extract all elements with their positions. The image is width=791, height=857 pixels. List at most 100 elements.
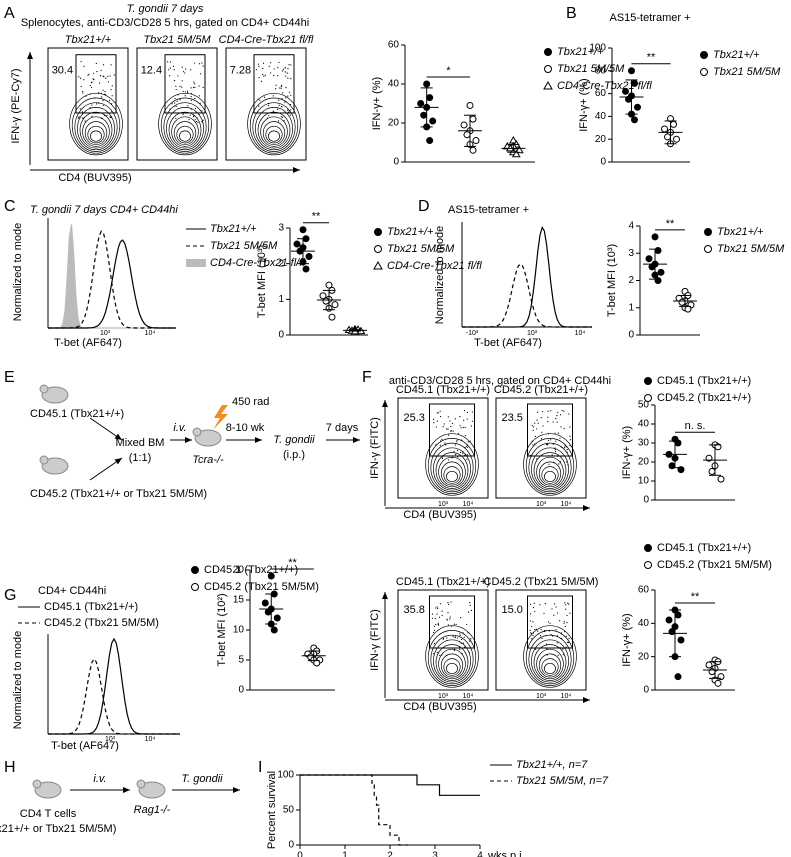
event-dot: [536, 458, 538, 460]
event-dot: [563, 622, 565, 624]
event-dot: [172, 65, 175, 67]
event-dot: [439, 603, 441, 605]
event-dot: [565, 635, 568, 637]
event-dot: [449, 618, 451, 620]
event-dot: [554, 432, 556, 434]
event-dot: [548, 463, 550, 465]
data-point: [514, 145, 524, 154]
event-dot: [182, 113, 184, 115]
event-dot: [431, 613, 434, 615]
event-dot: [441, 457, 444, 460]
panel-header: T. gondii 7 days: [127, 3, 204, 15]
event-dot: [278, 61, 280, 64]
histogram-curve: [462, 226, 592, 328]
event-dot: [102, 75, 104, 77]
legend-label: Tbx21+/+: [387, 226, 434, 238]
event-dot: [566, 448, 568, 451]
contour: [74, 102, 118, 152]
gate-percent: 25.3: [403, 412, 424, 424]
event-dot: [554, 450, 557, 453]
panel-header: AS15-tetramer +: [609, 12, 690, 24]
event-dot: [549, 622, 551, 624]
legend-label: CD4-Cre-Tbx21 fl/fl: [387, 260, 482, 272]
event-dot: [460, 427, 462, 429]
event-dot: [107, 81, 110, 83]
event-dot: [276, 108, 279, 110]
event-dot: [284, 71, 286, 73]
event-dot: [459, 633, 461, 635]
event-dot: [467, 441, 469, 443]
event-dot: [273, 74, 275, 77]
contour: [523, 625, 577, 688]
significance-label: *: [446, 65, 451, 77]
event-dot: [447, 612, 449, 614]
event-dot: [100, 75, 102, 77]
event-dot: [565, 461, 568, 463]
event-dot: [81, 117, 83, 119]
event-dot: [184, 72, 186, 74]
event-dot: [433, 642, 436, 645]
event-dot: [547, 416, 549, 418]
event-dot: [263, 75, 265, 77]
axis-title: Normalized to mode: [12, 631, 24, 729]
legend-label: CD4-Cre-Tbx21 fl/fl: [210, 257, 305, 269]
histogram-curve: [48, 637, 180, 735]
event-dot: [432, 418, 435, 421]
legend-label: CD45.2 (Tbx21 5M/5M): [204, 581, 319, 593]
event-dot: [197, 121, 199, 123]
event-dot: [434, 618, 437, 620]
data-point: [654, 277, 662, 284]
data-point: [648, 263, 656, 271]
event-dot: [92, 78, 94, 80]
event-dot: [470, 638, 472, 640]
y-tick-label: 15: [233, 595, 245, 606]
event-dot: [450, 425, 452, 428]
event-dot: [466, 623, 468, 626]
event-dot: [89, 84, 91, 87]
data-point: [511, 149, 521, 158]
event-dot: [88, 73, 90, 76]
y-tick-label: 0: [288, 840, 294, 851]
event-dot: [202, 86, 204, 89]
contour: [523, 433, 577, 496]
event-dot: [277, 67, 279, 69]
panel-header: Splenocytes, anti-CD3/CD28 5 hrs, gated …: [21, 17, 309, 29]
panel-header: T. gondii 7 days CD4+ CD44hi: [30, 204, 178, 216]
event-dot: [87, 74, 89, 76]
event-dot: [268, 115, 270, 117]
y-tick-label: 10: [638, 476, 650, 487]
event-dot: [194, 119, 196, 121]
contour: [443, 466, 461, 484]
event-dot: [455, 623, 457, 625]
x-tick-label: 0: [297, 851, 303, 857]
event-dot: [450, 430, 453, 432]
event-dot: [562, 648, 564, 650]
event-dot: [556, 642, 558, 644]
event-dot: [568, 603, 570, 605]
event-dot: [459, 648, 461, 651]
gate: [253, 54, 295, 114]
histogram-curve: [462, 263, 592, 328]
y-tick-label: 0: [393, 157, 399, 168]
plot-title: Tbx21+/+: [65, 34, 112, 46]
axis-title: Normalized to mode: [12, 223, 24, 321]
event-dot: [436, 651, 438, 654]
event-dot: [202, 119, 204, 121]
contour: [268, 130, 280, 142]
x-tick-label: 3: [432, 851, 438, 857]
event-dot: [540, 438, 542, 440]
event-dot: [441, 614, 443, 617]
event-dot: [193, 81, 195, 83]
event-dot: [547, 443, 549, 445]
data-point: [319, 292, 327, 300]
legend-label: Tbx21+/+: [717, 226, 764, 238]
event-dot: [471, 420, 474, 422]
event-dot: [258, 105, 260, 107]
y-tick-label: 50: [283, 805, 295, 816]
event-dot: [81, 111, 83, 113]
x-tick-label: 10³: [438, 693, 449, 700]
gate: [429, 595, 475, 649]
event-dot: [447, 624, 449, 626]
event-dot: [194, 107, 196, 110]
event-dot: [111, 85, 113, 87]
